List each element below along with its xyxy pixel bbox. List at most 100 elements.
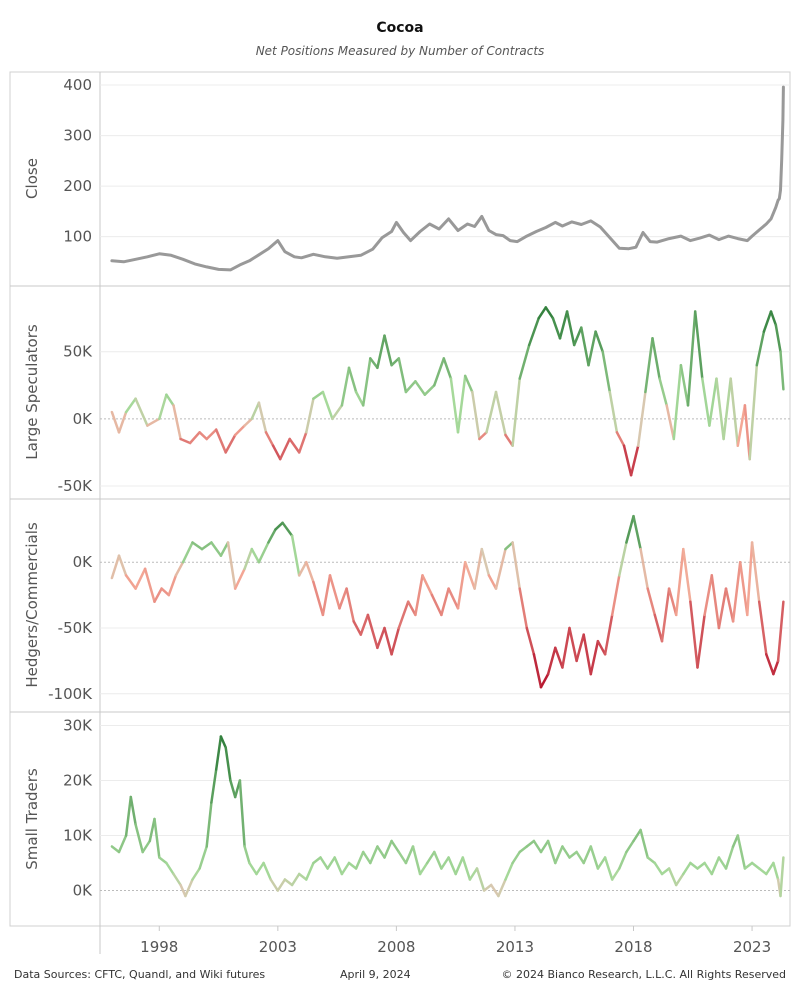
large_speculators-segment	[527, 316, 540, 347]
small_traders-segment	[361, 850, 372, 865]
large_speculators-segment	[762, 310, 773, 333]
small_traders-segment	[229, 779, 237, 799]
large_speculators-segment	[188, 431, 201, 445]
small_traders-segment	[179, 883, 187, 898]
small_traders-segment	[347, 861, 358, 870]
y-tick-label: -50K	[58, 477, 93, 495]
hedgers_commercials-segment	[710, 574, 721, 630]
hedgers_commercials-segment	[345, 587, 355, 623]
large_speculators-segment	[250, 401, 261, 421]
small_traders-segment	[153, 817, 161, 859]
large_speculators-segment	[748, 363, 759, 461]
large_speculators-segment	[774, 323, 782, 353]
hedgers_commercials-segment	[160, 587, 171, 597]
small_traders-segment	[525, 839, 536, 848]
small_traders-segment	[757, 867, 768, 876]
small_traders-segment	[117, 834, 128, 854]
hedgers_commercials-segment	[297, 560, 308, 577]
small_traders-segment	[165, 861, 175, 876]
hedgers_commercials-segment	[717, 587, 728, 630]
y-tick-label: 400	[63, 76, 92, 94]
hedgers_commercials-segment	[504, 541, 514, 551]
small_traders-segment	[411, 845, 422, 876]
small_traders-segment	[141, 839, 152, 854]
y-axis-label: Hedgers/Commercials	[23, 522, 41, 688]
y-axis-label: Small Traders	[23, 768, 41, 870]
large_speculators-segment	[729, 377, 740, 447]
small_traders-segment	[696, 861, 706, 870]
hedgers_commercials-segment	[117, 554, 128, 577]
hedgers_commercials-segment	[772, 659, 780, 676]
hedgers_commercials-segment	[765, 653, 775, 676]
small_traders-segment	[518, 845, 529, 854]
hedgers_commercials-segment	[776, 600, 785, 663]
small_traders-segment	[639, 828, 649, 859]
large_speculators-segment	[658, 377, 668, 407]
large_speculators-segment	[565, 310, 576, 347]
large_speculators-segment	[117, 410, 128, 434]
large_speculators-segment	[537, 306, 548, 320]
hedgers_commercials-segment	[390, 626, 401, 656]
large_speculators-segment	[615, 431, 626, 447]
large_speculators-segment	[485, 390, 498, 434]
large_speculators-segment	[271, 444, 282, 461]
data-sources-note: Data Sources: CFTC, Quandl, and Wiki fut…	[14, 968, 266, 981]
small_traders-segment	[568, 850, 578, 859]
y-axis-label: Close	[23, 158, 41, 199]
y-tick-label: 300	[63, 127, 92, 145]
small_traders-segment	[618, 850, 628, 870]
small_traders-segment	[305, 861, 315, 881]
hedgers_commercials-segment	[305, 560, 315, 584]
hedgers_commercials-segment	[181, 541, 194, 564]
hedgers_commercials-segment	[447, 587, 460, 610]
small_traders-segment	[660, 867, 671, 876]
hedgers_commercials-segment	[660, 587, 671, 643]
large_speculators-segment	[456, 374, 467, 434]
large_speculators-segment	[397, 357, 408, 394]
hedgers_commercials-segment	[632, 514, 642, 551]
hedgers_commercials-segment	[532, 653, 543, 689]
hedgers_commercials-segment	[366, 613, 379, 650]
small_traders-segment	[248, 861, 258, 876]
hedgers_commercials-segment	[539, 672, 550, 689]
hedgers_commercials-segment	[494, 547, 507, 590]
hedgers_commercials-segment	[568, 626, 578, 663]
hedgers_commercials-segment	[554, 646, 564, 669]
hedgers_commercials-segment	[667, 587, 678, 617]
large_speculators-segment	[587, 330, 597, 367]
small_traders-segment	[440, 856, 450, 870]
large_speculators-segment	[205, 428, 218, 441]
hedgers_commercials-segment	[610, 574, 621, 617]
hedgers_commercials-segment	[582, 633, 593, 676]
large_speculators-segment	[665, 404, 676, 441]
small_traders-segment	[312, 856, 322, 865]
large_speculators-segment	[288, 437, 301, 454]
large_speculators-segment	[158, 393, 168, 421]
large_speculators-segment	[636, 390, 647, 447]
hedgers_commercials-segment	[525, 626, 536, 656]
small_traders-segment	[653, 861, 664, 876]
hedgers_commercials-segment	[430, 593, 443, 617]
large_speculators-segment	[414, 380, 427, 396]
hedgers_commercials-segment	[210, 541, 223, 557]
small_traders-segment	[369, 845, 379, 865]
hedgers_commercials-segment	[290, 534, 301, 577]
large_speculators-segment	[558, 310, 569, 340]
small_traders-segment	[297, 872, 308, 881]
large_speculators-segment	[383, 334, 393, 367]
close-price-line	[110, 85, 785, 272]
small_traders-segment	[667, 867, 678, 887]
large_speculators-segment	[146, 417, 161, 427]
hedgers_commercials-segment	[383, 626, 393, 656]
large_speculators-segment	[312, 390, 325, 400]
large_speculators-segment	[214, 428, 227, 454]
large_speculators-segment	[504, 433, 514, 447]
large_speculators-segment	[544, 306, 555, 320]
hedgers_commercials-segment	[653, 613, 664, 643]
x-tick-label: 2013	[496, 938, 534, 956]
y-tick-label: 50K	[63, 343, 93, 361]
hedgers_commercials-segment	[625, 514, 635, 544]
hedgers_commercials-segment	[750, 541, 761, 603]
hedgers_commercials-segment	[463, 560, 476, 590]
hedgers_commercials-segment	[746, 541, 754, 617]
